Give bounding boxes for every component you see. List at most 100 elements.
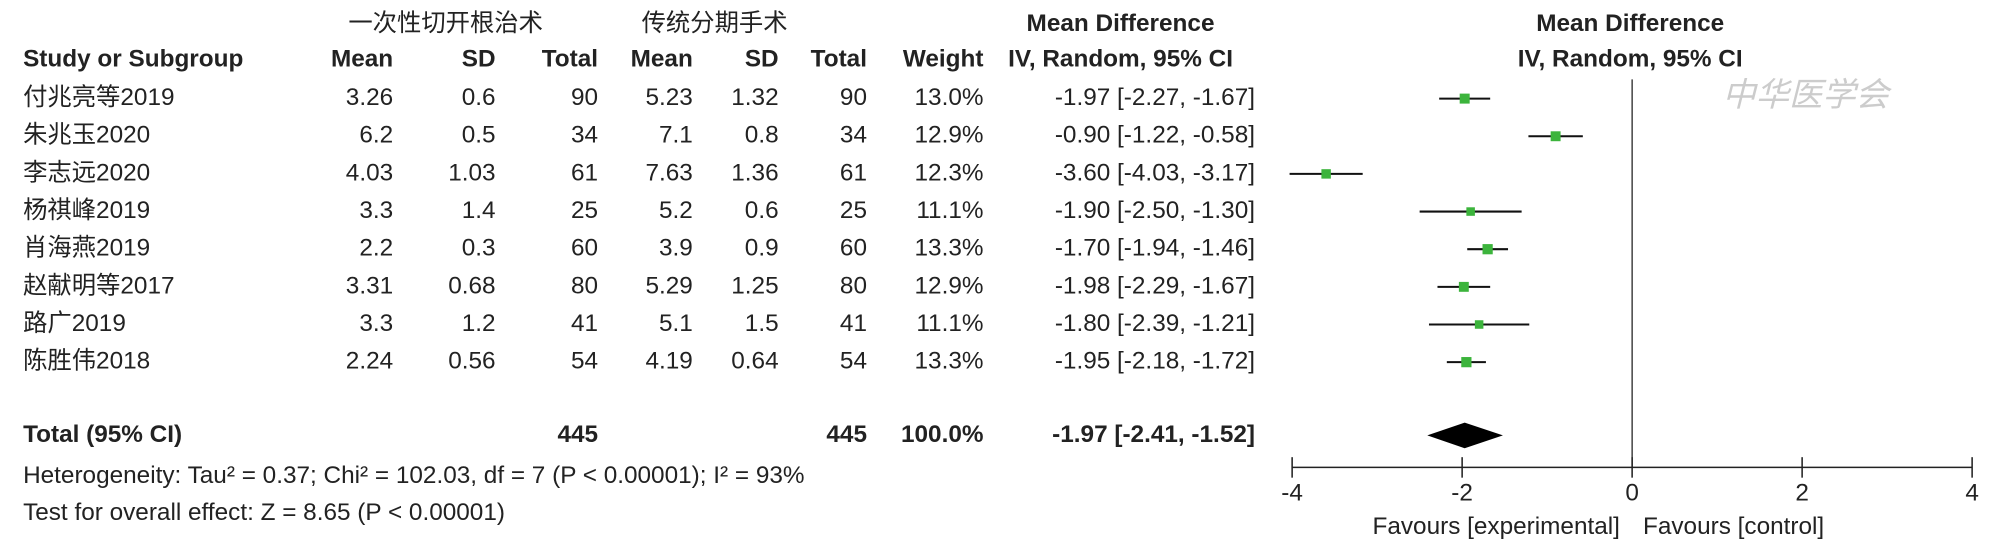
exp-cell: 1.4 <box>462 197 496 224</box>
column-header: Study or Subgroup <box>23 46 243 73</box>
ctrl-cell: 54 <box>840 348 867 375</box>
ci-cell: -1.98 [-2.29, -1.67] <box>1055 272 1255 299</box>
ctrl-cell: 5.2 <box>659 197 693 224</box>
study-name: 杨祺峰2019 <box>23 197 150 224</box>
study-name: 李志远2020 <box>23 159 150 186</box>
column-header: Weight <box>903 46 984 73</box>
exp-cell: 0.6 <box>462 84 496 111</box>
study-name: 赵献明等2017 <box>23 272 174 299</box>
study-name: 陈胜伟2018 <box>23 348 150 375</box>
ctrl-cell: 5.23 <box>645 84 692 111</box>
ctrl-cell: 5.29 <box>645 272 692 299</box>
exp-cell: 3.31 <box>346 272 393 299</box>
ctrl-cell: 5.1 <box>659 310 693 337</box>
column-header: Mean <box>631 46 693 73</box>
effect-marker <box>1459 93 1470 104</box>
watermark: 中华医学会 <box>1722 77 1892 114</box>
ctrl-cell: 0.8 <box>745 122 779 149</box>
ci-cell: -1.70 [-1.94, -1.46] <box>1055 235 1255 262</box>
x-label: Favours [experimental] <box>1373 513 1620 540</box>
ci-cell: -1.97 [-2.27, -1.67] <box>1055 84 1255 111</box>
column-header: SD <box>745 46 779 73</box>
x-label: Favours [control] <box>1643 513 1824 540</box>
exp-cell: 2.2 <box>359 235 393 262</box>
exp-cell: 1.03 <box>448 159 495 186</box>
group-label: 传统分期手术 <box>642 10 788 37</box>
ctrl-cell: 80 <box>840 272 867 299</box>
ctrl-cell: 4.19 <box>645 348 692 375</box>
exp-cell: 25 <box>571 197 598 224</box>
effect-marker <box>1550 131 1561 142</box>
weight-cell: 13.0% <box>915 84 984 111</box>
total-ctrl: 445 <box>826 421 867 448</box>
ctrl-cell: 60 <box>840 235 867 262</box>
exp-cell: 0.3 <box>462 235 496 262</box>
total-exp: 445 <box>557 421 598 448</box>
effect-title: Mean Difference <box>1027 10 1215 37</box>
ctrl-cell: 34 <box>840 122 867 149</box>
ctrl-cell: 3.9 <box>659 235 693 262</box>
effect-marker <box>1461 357 1472 368</box>
exp-cell: 80 <box>571 272 598 299</box>
ctrl-cell: 1.5 <box>745 310 779 337</box>
ci-cell: -0.90 [-1.22, -0.58] <box>1055 122 1255 149</box>
exp-cell: 3.26 <box>346 84 393 111</box>
effect-marker <box>1458 281 1469 292</box>
column-header: Total <box>811 46 867 73</box>
study-name: 路广2019 <box>23 310 126 337</box>
heterogeneity: Heterogeneity: Tau² = 0.37; Chi² = 102.0… <box>23 462 804 489</box>
exp-cell: 34 <box>571 122 598 149</box>
total-name: Total (95% CI) <box>23 421 182 448</box>
effect-marker <box>1321 169 1331 179</box>
ctrl-cell: 90 <box>840 84 867 111</box>
exp-cell: 0.56 <box>448 348 495 375</box>
summary-diamond <box>1427 422 1503 449</box>
exp-cell: 3.3 <box>359 197 393 224</box>
ctrl-cell: 25 <box>840 197 867 224</box>
x-tick-label: 2 <box>1795 480 1809 507</box>
plot-title: Mean Difference <box>1536 10 1724 37</box>
weight-cell: 12.9% <box>915 122 984 149</box>
ctrl-cell: 41 <box>840 310 867 337</box>
effect-marker <box>1466 207 1475 216</box>
study-name: 肖海燕2019 <box>23 235 150 262</box>
weight-cell: 13.3% <box>915 348 984 375</box>
exp-cell: 4.03 <box>346 159 393 186</box>
weight-cell: 11.1% <box>916 197 983 224</box>
x-tick-label: 4 <box>1965 480 1979 507</box>
exp-cell: 61 <box>571 159 598 186</box>
exp-cell: 41 <box>571 310 598 337</box>
exp-cell: 0.68 <box>448 272 495 299</box>
exp-cell: 60 <box>571 235 598 262</box>
ctrl-cell: 1.32 <box>731 84 778 111</box>
ci-cell: -1.90 [-2.50, -1.30] <box>1055 197 1255 224</box>
study-name: 朱兆玉2020 <box>23 122 150 149</box>
ctrl-cell: 0.9 <box>745 235 779 262</box>
x-tick-label: -2 <box>1451 480 1473 507</box>
column-header: SD <box>462 46 496 73</box>
ctrl-cell: 7.1 <box>659 122 693 149</box>
weight-cell: 13.3% <box>915 235 984 262</box>
ctrl-cell: 0.6 <box>745 197 779 224</box>
exp-cell: 2.24 <box>346 348 393 375</box>
ci-cell: -1.95 [-2.18, -1.72] <box>1055 348 1255 375</box>
ci-cell: -3.60 [-4.03, -3.17] <box>1055 159 1255 186</box>
exp-cell: 3.3 <box>359 310 393 337</box>
plot-subtitle: IV, Random, 95% CI <box>1518 46 1743 73</box>
group-label: 一次性切开根治术 <box>348 10 543 37</box>
weight-cell: 12.3% <box>915 159 984 186</box>
x-tick-label: -4 <box>1281 480 1303 507</box>
exp-cell: 0.5 <box>462 122 496 149</box>
overall-effect: Test for overall effect: Z = 8.65 (P < 0… <box>23 499 505 526</box>
effect-marker <box>1474 320 1484 329</box>
ctrl-cell: 1.25 <box>731 272 778 299</box>
column-header: Total <box>542 46 598 73</box>
total-ci: -1.97 [-2.41, -1.52] <box>1052 421 1255 448</box>
exp-cell: 90 <box>571 84 598 111</box>
exp-cell: 6.2 <box>359 122 393 149</box>
weight-cell: 12.9% <box>915 272 984 299</box>
exp-cell: 54 <box>571 348 598 375</box>
ctrl-cell: 1.36 <box>731 159 778 186</box>
ctrl-cell: 61 <box>840 159 867 186</box>
